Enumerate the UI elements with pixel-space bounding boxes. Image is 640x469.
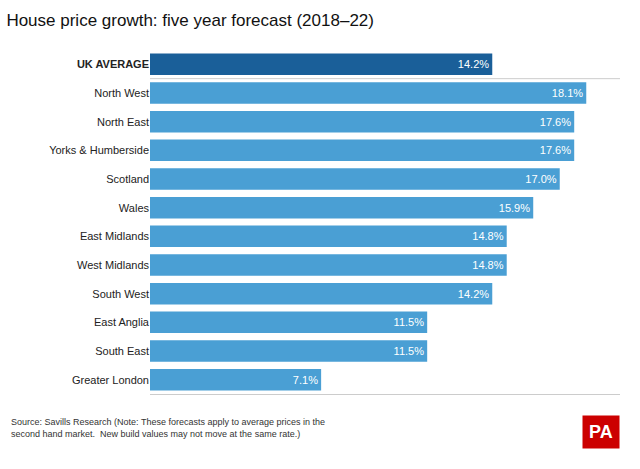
svg-text:15.9%: 15.9% (499, 202, 530, 214)
svg-text:East Anglia: East Anglia (94, 316, 150, 328)
svg-text:11.5%: 11.5% (394, 316, 425, 328)
svg-text:14.2%: 14.2% (458, 58, 489, 70)
svg-text:North East: North East (97, 116, 149, 128)
svg-text:14.8%: 14.8% (472, 259, 503, 271)
svg-text:Greater London: Greater London (72, 374, 149, 386)
svg-text:Source: Savills Research (Note: Source: Savills Research (Note: These fo… (11, 417, 325, 439)
svg-text:18.1%: 18.1% (552, 87, 583, 99)
svg-text:South West: South West (92, 288, 149, 300)
svg-text:House price growth: five year: House price growth: five year forecast (… (6, 11, 374, 30)
svg-text:West Midlands: West Midlands (77, 259, 149, 271)
svg-text:17.6%: 17.6% (540, 144, 571, 156)
svg-text:Yorks & Humberside: Yorks & Humberside (49, 144, 149, 156)
svg-text:7.1%: 7.1% (293, 374, 318, 386)
svg-text:Wales: Wales (119, 202, 150, 214)
svg-text:Scotland: Scotland (106, 173, 149, 185)
svg-text:South East: South East (95, 345, 149, 357)
svg-text:14.8%: 14.8% (472, 230, 503, 242)
svg-text:11.5%: 11.5% (394, 345, 425, 357)
svg-text:North West: North West (94, 87, 149, 99)
svg-text:17.6%: 17.6% (540, 116, 571, 128)
svg-text:East Midlands: East Midlands (80, 230, 150, 242)
svg-text:14.2%: 14.2% (458, 288, 489, 300)
svg-text:UK AVERAGE: UK AVERAGE (77, 58, 149, 70)
svg-text:17.0%: 17.0% (525, 173, 556, 185)
svg-text:PA: PA (589, 422, 613, 442)
